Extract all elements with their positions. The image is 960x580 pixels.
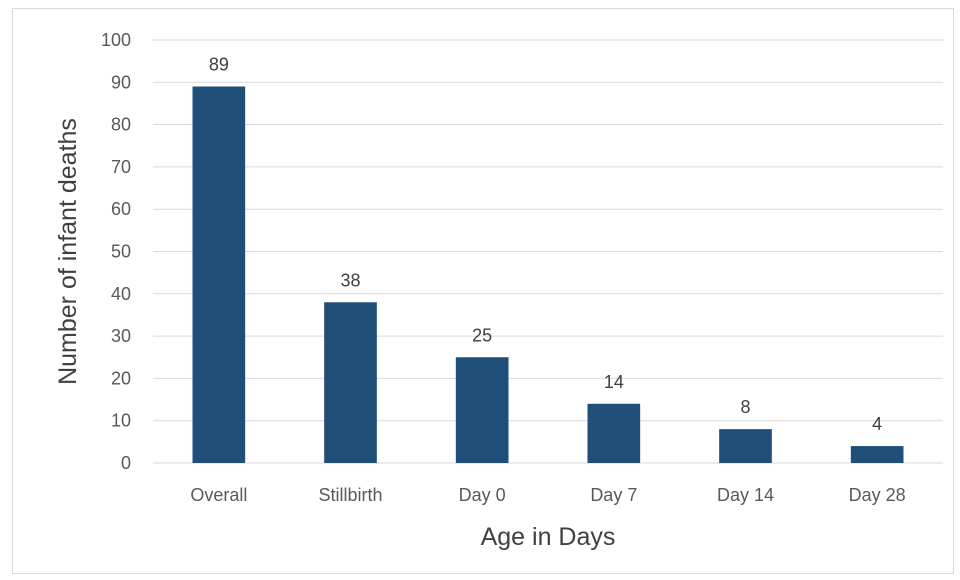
x-tick-label: Day 28 [849, 485, 906, 505]
x-tick-label: Day 7 [590, 485, 637, 505]
gridlines [153, 39, 943, 422]
data-label: 89 [209, 55, 229, 75]
y-tick-label: 100 [101, 30, 131, 50]
data-label: 4 [872, 414, 882, 434]
y-tick-label: 0 [121, 453, 131, 473]
y-axis-tick-labels: 0 10 20 30 40 50 60 70 80 90 100 [101, 30, 131, 473]
bar [587, 403, 641, 463]
x-tick-label: Day 14 [717, 485, 774, 505]
bar [192, 86, 246, 463]
bar [455, 357, 509, 463]
bars [192, 86, 904, 463]
x-axis-tick-labels: Overall Stillbirth Day 0 Day 7 Day 14 Day 28 [190, 485, 905, 505]
y-tick-label: 70 [111, 157, 131, 177]
y-axis-title: Number of infant deaths [54, 118, 82, 385]
y-tick-label: 40 [111, 284, 131, 304]
data-labels: 89 38 25 14 8 4 [209, 55, 882, 435]
y-tick-label: 30 [111, 326, 131, 346]
y-tick-label: 50 [111, 242, 131, 262]
data-label: 25 [472, 325, 492, 345]
bar [850, 446, 904, 463]
y-tick-label: 60 [111, 199, 131, 219]
chart-frame [12, 8, 954, 574]
x-tick-label: Stillbirth [318, 485, 382, 505]
x-tick-label: Overall [190, 485, 247, 505]
y-tick-label: 80 [111, 115, 131, 135]
y-tick-label: 20 [111, 368, 131, 388]
bar [324, 302, 377, 463]
data-label: 14 [604, 372, 624, 392]
x-tick-label: Day 0 [459, 485, 506, 505]
y-tick-label: 10 [111, 411, 131, 431]
y-tick-label: 90 [111, 72, 131, 92]
x-axis-title: Age in Days [481, 523, 616, 551]
bar [719, 429, 772, 463]
data-label: 8 [740, 397, 750, 417]
data-label: 38 [340, 270, 360, 290]
